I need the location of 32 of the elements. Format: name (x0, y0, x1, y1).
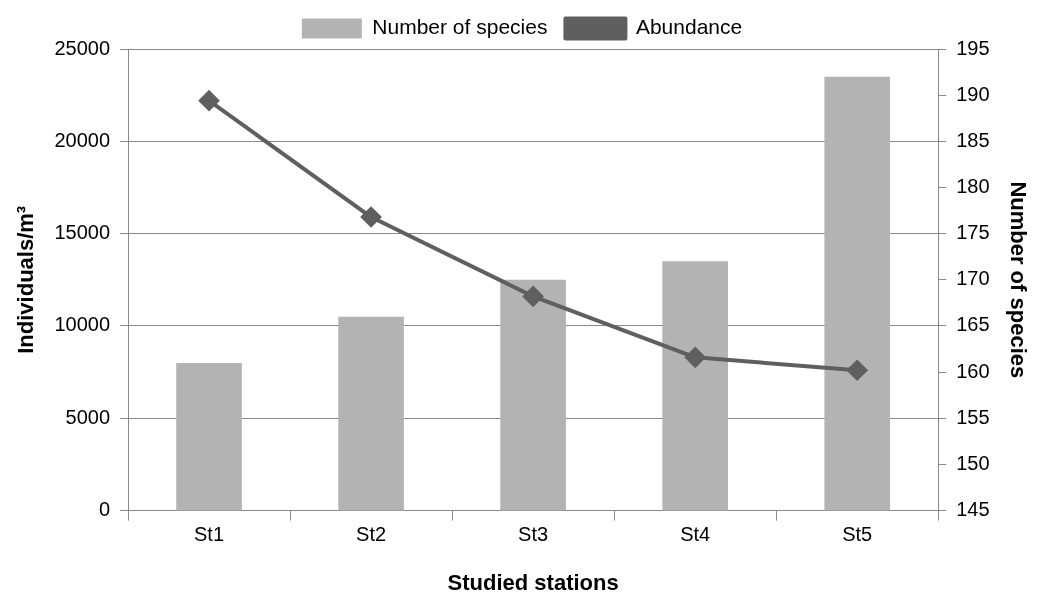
y2-tick-label: 180 (956, 175, 990, 197)
legend-label: Number of species (372, 15, 548, 39)
x-tick-label: St3 (518, 523, 549, 546)
point (361, 207, 382, 228)
y2-tick-label: 165 (956, 313, 990, 336)
x-tick-label: St2 (356, 523, 387, 546)
point (199, 90, 220, 111)
y-tick-label: 0 (98, 498, 111, 521)
y2-axis-title: Number of species (1005, 181, 1031, 379)
point (847, 360, 868, 381)
x-axis-title: Studied stations (447, 569, 619, 595)
point (523, 286, 544, 307)
y-axis-title: Individuals/m³ (13, 205, 39, 354)
y2-tick-label: 150 (956, 451, 990, 474)
x-tick-label: St5 (842, 523, 873, 546)
y2-tick-label: 190 (956, 82, 990, 105)
y-tick-label: 5000 (65, 405, 111, 428)
y-tick-label: 20000 (54, 128, 111, 151)
y-tick-label: 10000 (54, 313, 111, 336)
y2-tick-label: 175 (956, 221, 990, 244)
y2-tick-label: 170 (956, 267, 990, 290)
y-tick-label: 15000 (54, 221, 111, 244)
y2-tick-label: 155 (956, 405, 990, 428)
legend-label: Abundance (635, 15, 743, 39)
x-tick-label: St1 (194, 523, 225, 546)
point (685, 347, 706, 368)
y2-tick-label: 160 (956, 359, 990, 382)
y2-tick-label: 145 (956, 498, 990, 521)
y2-tick-label: 185 (956, 128, 990, 151)
y-tick-label: 25000 (54, 36, 111, 59)
y2-tick-label: 195 (956, 36, 990, 59)
x-tick-label: St4 (680, 523, 711, 546)
